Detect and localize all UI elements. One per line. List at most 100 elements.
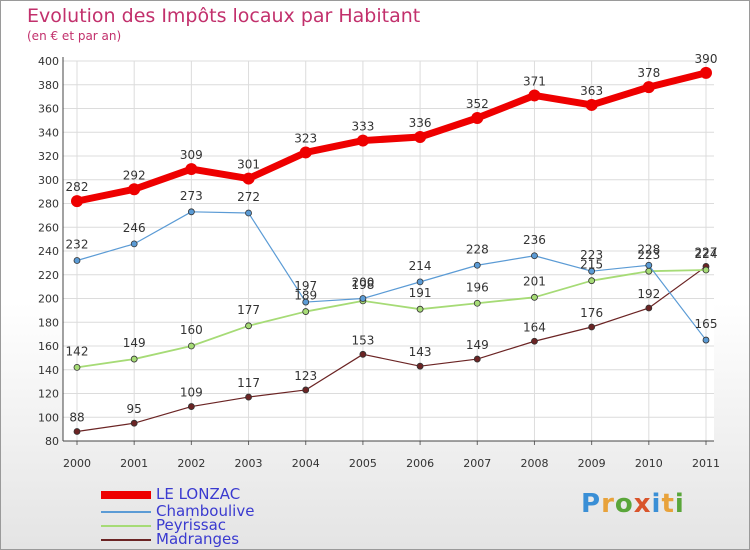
y-tick-label: 380 [38,79,59,92]
data-label-madranges: 109 [180,386,203,400]
legend-item-chamboulive: Chamboulive [101,502,321,520]
data-label-chamboulive: 165 [695,317,718,331]
data-label-chamboulive: 228 [466,242,489,256]
data-point-le-lonzac [299,146,312,159]
data-label-chamboulive: 232 [66,238,89,252]
data-label-le-lonzac: 390 [695,52,718,66]
data-label-chamboulive: 273 [180,189,203,203]
logo-letter: t [661,489,675,519]
data-point-peyrissac [302,308,310,315]
data-label-peyrissac: 215 [580,258,603,272]
data-point-chamboulive [588,267,596,275]
data-point-peyrissac [531,293,538,301]
data-point-le-lonzac [128,183,141,196]
data-label-le-lonzac: 336 [409,116,432,130]
data-point-le-lonzac [185,163,198,176]
data-label-madranges: 149 [466,338,489,352]
legend-label: Peyrissac [156,516,227,534]
data-point-madranges [645,304,653,312]
chart-subtitle: (en € et par an) [27,29,122,43]
data-point-le-lonzac [242,172,255,185]
y-tick-label: 300 [38,174,59,187]
y-tick-label: 80 [45,435,59,448]
data-point-le-lonzac [471,112,484,124]
y-tick-label: 260 [38,221,59,234]
y-tick-label: 220 [38,269,59,282]
x-tick-label: 2006 [406,457,434,470]
x-tick-label: 2011 [692,457,720,470]
data-label-le-lonzac: 292 [123,168,146,182]
data-point-chamboulive [645,261,653,269]
data-label-le-lonzac: 301 [237,158,260,172]
logo-letter: r [601,489,615,519]
y-tick-label: 200 [38,293,59,306]
y-tick-label: 340 [38,126,59,139]
data-point-le-lonzac [414,131,427,143]
data-label-chamboulive: 223 [580,248,603,262]
data-label-peyrissac: 201 [523,274,546,288]
data-point-madranges [73,428,81,435]
data-point-chamboulive [531,252,538,260]
logo-letter: i [651,489,662,519]
data-label-peyrissac: 160 [180,323,203,337]
y-tick-label: 360 [38,103,59,116]
data-point-peyrissac [645,267,653,275]
grid-layer [63,60,714,442]
data-point-madranges [245,393,252,401]
data-point-madranges [187,403,195,410]
data-point-le-lonzac [528,89,541,102]
data-label-peyrissac: 223 [637,248,660,262]
data-point-peyrissac [130,355,138,363]
x-tick-label: 2005 [349,457,377,470]
logo-letter: o [614,489,634,519]
data-label-chamboulive: 228 [637,242,660,256]
data-point-madranges [130,419,138,427]
data-label-le-lonzac: 363 [580,84,603,98]
data-label-madranges: 153 [351,333,374,347]
data-label-chamboulive: 197 [294,279,317,293]
data-label-madranges: 192 [637,287,660,301]
legend-label: Madranges [156,530,240,548]
data-point-chamboulive [473,261,481,269]
legend-item-madranges: Madranges [101,530,321,548]
y-tick-label: 280 [38,198,59,211]
legend-label: LE LONZAC [156,485,241,503]
data-point-peyrissac [245,322,252,330]
data-point-peyrissac [588,277,596,285]
data-label-peyrissac: 198 [351,278,374,292]
y-tick-label: 400 [38,55,59,68]
data-label-chamboulive: 246 [123,221,146,235]
data-label-madranges: 123 [294,369,317,383]
data-point-le-lonzac [585,98,598,111]
x-tick-label: 2004 [292,457,320,470]
x-tick-label: 2000 [63,457,91,470]
data-label-layer: 282 292 309 301 323 333 336 352 371 363 378 390 232 2… [66,52,718,425]
data-point-madranges [302,386,310,394]
data-label-chamboulive: 236 [523,233,546,247]
data-point-chamboulive [302,298,310,306]
data-point-peyrissac [73,363,81,371]
data-label-peyrissac: 177 [237,303,260,317]
data-point-peyrissac [187,342,195,350]
data-label-peyrissac: 149 [123,336,146,350]
legend-label: Chamboulive [156,502,255,520]
legend-swatch [101,491,151,499]
data-point-chamboulive [359,295,367,302]
data-point-le-lonzac [700,66,712,79]
data-label-madranges: 117 [237,376,260,390]
data-point-peyrissac [416,305,424,313]
data-label-madranges: 176 [580,306,603,320]
series-line-chamboulive [76,211,707,341]
data-label-madranges: 88 [69,411,84,425]
y-tick-label: 100 [38,411,59,424]
data-point-peyrissac [473,299,481,307]
data-label-le-lonzac: 309 [180,148,203,162]
data-point-chamboulive [130,240,138,248]
y-tick-label: 240 [38,245,59,258]
data-label-madranges: 143 [409,345,432,359]
logo-letter: i [674,489,685,519]
data-label-chamboulive: 214 [409,259,432,273]
data-point-madranges [531,337,538,345]
